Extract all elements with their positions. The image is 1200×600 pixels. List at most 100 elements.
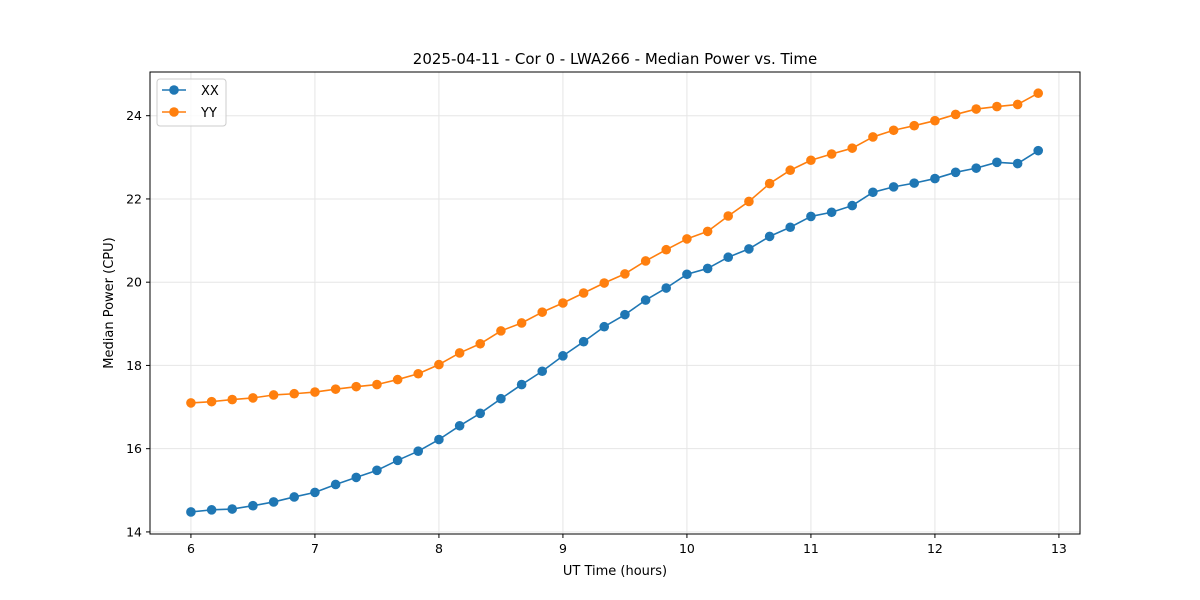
- legend-marker-yy: [169, 107, 179, 117]
- x-tick-label: 12: [927, 541, 943, 556]
- data-point-yy: [992, 101, 1002, 112]
- legend-label-yy: YY: [200, 106, 217, 121]
- data-point-yy: [764, 178, 775, 189]
- data-point-xx: [537, 366, 548, 377]
- data-point-xx: [454, 420, 465, 431]
- data-point-yy: [723, 211, 734, 221]
- data-point-yy: [475, 338, 486, 349]
- grid-lines: [150, 72, 1080, 534]
- data-point-yy: [454, 348, 465, 358]
- data-point-yy: [578, 288, 589, 298]
- y-tick-label: 22: [126, 191, 142, 206]
- data-point-yy: [930, 115, 940, 126]
- data-point-yy: [558, 298, 568, 308]
- data-point-yy: [847, 143, 858, 153]
- data-point-xx: [620, 309, 630, 320]
- data-point-xx: [682, 269, 692, 280]
- data-point-yy: [888, 125, 899, 136]
- data-point-yy: [372, 379, 382, 390]
- data-point-xx: [806, 211, 816, 222]
- data-point-yy: [826, 149, 837, 159]
- data-point-xx: [826, 207, 837, 218]
- data-point-xx: [888, 182, 899, 192]
- data-point-yy: [289, 388, 300, 399]
- data-point-yy: [620, 269, 630, 279]
- data-point-xx: [372, 465, 382, 476]
- data-point-xx: [475, 408, 486, 419]
- data-point-yy: [206, 396, 217, 407]
- data-point-xx: [558, 351, 568, 361]
- data-point-yy: [599, 278, 610, 288]
- data-point-xx: [310, 487, 320, 498]
- plot-frame: [149, 71, 1081, 535]
- data-point-yy: [351, 381, 362, 392]
- data-point-yy: [971, 104, 982, 114]
- data-point-yy: [434, 359, 444, 370]
- data-point-yy: [661, 244, 672, 255]
- data-point-yy: [330, 384, 341, 394]
- data-point-xx: [640, 295, 651, 305]
- data-point-yy: [537, 307, 548, 317]
- data-point-xx: [971, 163, 982, 173]
- data-point-yy: [392, 374, 403, 385]
- data-point-xx: [227, 504, 238, 514]
- data-point-xx: [744, 244, 754, 254]
- x-tick-label: 8: [435, 541, 443, 556]
- data-point-xx: [496, 393, 506, 404]
- data-point-xx: [1033, 145, 1044, 156]
- data-point-yy: [1012, 99, 1023, 110]
- data-point-yy: [785, 165, 796, 176]
- data-point-yy: [248, 393, 258, 403]
- data-point-yy: [496, 326, 506, 336]
- data-point-xx: [868, 187, 878, 198]
- data-point-yy: [702, 226, 713, 237]
- data-point-xx: [289, 492, 300, 502]
- y-tick-label: 16: [126, 441, 142, 456]
- legend-label-xx: XX: [201, 84, 219, 99]
- x-tick-label: 13: [1051, 541, 1067, 556]
- data-point-yy: [516, 318, 527, 328]
- data-point-yy: [806, 155, 816, 166]
- data-point-yy: [868, 132, 878, 142]
- data-point-xx: [268, 497, 279, 507]
- data-point-xx: [1012, 158, 1023, 169]
- data-point-yy: [640, 256, 651, 266]
- data-point-yy: [186, 398, 196, 408]
- x-tick-label: 6: [187, 541, 195, 556]
- data-point-xx: [950, 167, 961, 178]
- data-point-xx: [599, 321, 610, 332]
- axis-ticks: 6 7 8 9 10 11 12 13 14 16 18 20 22 24: [126, 108, 1067, 556]
- data-point-xx: [930, 173, 940, 184]
- data-point-yy: [268, 390, 279, 400]
- chart-title: 2025-04-11 - Cor 0 - LWA266 - Median Pow…: [413, 50, 817, 68]
- data-point-yy: [950, 109, 961, 120]
- y-tick-label: 18: [126, 358, 142, 373]
- data-point-yy: [744, 196, 754, 207]
- x-axis-label: UT Time (hours): [563, 564, 667, 579]
- y-axis-label: Median Power (CPU): [102, 237, 117, 368]
- data-point-xx: [764, 231, 775, 242]
- data-point-xx: [206, 505, 217, 515]
- data-point-xx: [392, 455, 403, 466]
- x-tick-label: 10: [679, 541, 695, 556]
- x-tick-label: 9: [559, 541, 567, 556]
- data-point-xx: [661, 283, 672, 293]
- data-point-xx: [434, 434, 444, 445]
- data-point-xx: [578, 336, 589, 347]
- legend-marker-xx: [169, 85, 179, 95]
- data-point-xx: [723, 252, 734, 263]
- data-point-yy: [1033, 88, 1044, 99]
- data-point-yy: [227, 394, 238, 405]
- data-point-xx: [413, 446, 424, 456]
- data-point-xx: [992, 157, 1002, 168]
- data-point-xx: [330, 479, 341, 490]
- data-point-xx: [702, 263, 713, 274]
- data-point-xx: [516, 379, 527, 390]
- data-point-xx: [909, 178, 920, 188]
- data-point-xx: [248, 500, 258, 511]
- series-layer: [186, 88, 1044, 517]
- y-tick-label: 20: [126, 275, 142, 290]
- legend: XX YY: [156, 78, 227, 127]
- data-point-xx: [351, 472, 362, 483]
